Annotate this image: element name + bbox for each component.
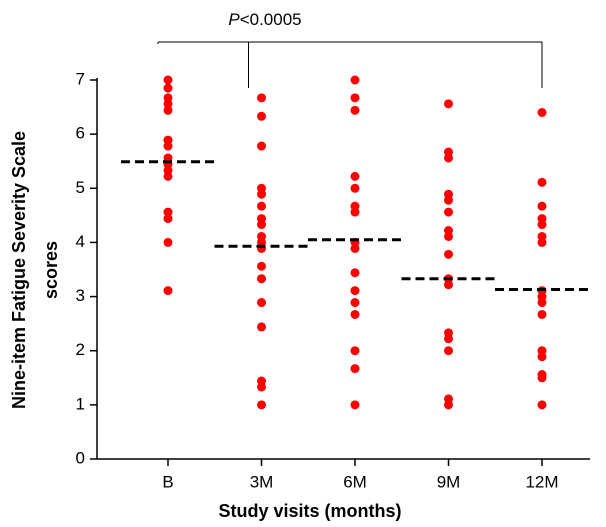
dot: [537, 373, 547, 383]
y-tick-label: 3: [76, 286, 85, 305]
dot: [350, 93, 360, 103]
dot: [537, 177, 547, 187]
dot: [257, 93, 266, 103]
y-tick-label: 1: [76, 394, 85, 413]
significance-bracket: [158, 41, 543, 88]
dot: [350, 364, 360, 374]
dot: [257, 298, 266, 308]
dot: [163, 153, 173, 163]
dot: [537, 298, 547, 308]
y-label-line: Nine-item Fatigue Severity Scale: [9, 131, 29, 409]
dot: [350, 243, 360, 253]
x-tick-label: 12M: [525, 472, 558, 491]
dot: [257, 189, 266, 199]
dot: [257, 322, 266, 332]
y-axis-label: Nine-item Fatigue Severity Scale scores: [9, 131, 61, 409]
dot: [350, 286, 360, 296]
x-tick-label: 6M: [343, 472, 367, 491]
dot: [163, 99, 173, 109]
dot: [444, 334, 453, 344]
dot: [537, 201, 547, 211]
dot: [257, 220, 266, 230]
dot: [444, 280, 453, 290]
dot: [537, 309, 547, 319]
dot: [257, 400, 266, 410]
x-axis-label: Study visits (months): [218, 501, 401, 521]
dot: [163, 171, 173, 181]
dot: [444, 207, 453, 217]
dot: [444, 231, 453, 241]
dot: [350, 183, 360, 193]
dot: [257, 111, 266, 121]
x-tick-label: 3M: [250, 472, 274, 491]
x-tick-label: 9M: [437, 472, 461, 491]
dot: [537, 220, 547, 230]
dot: [163, 83, 173, 93]
dot: [257, 382, 266, 392]
dot: [444, 195, 453, 205]
dot: [257, 201, 266, 211]
dot: [163, 141, 173, 151]
y-tick-label: 7: [76, 69, 85, 88]
dot: [163, 286, 173, 296]
dot: [537, 107, 547, 117]
y-tick-label: 6: [76, 124, 85, 143]
dot: [350, 171, 360, 181]
dot: [350, 309, 360, 319]
dot: [537, 400, 547, 410]
dot: [163, 75, 173, 85]
p-text: <0.0005: [240, 10, 302, 29]
dot: [163, 207, 173, 217]
y-tick-label: 5: [76, 178, 85, 197]
y-tick-label: 2: [76, 340, 85, 359]
dot: [163, 214, 173, 224]
dot: [350, 75, 360, 85]
dot: [444, 99, 453, 109]
p-italic: P: [228, 10, 240, 29]
dot: [444, 346, 453, 356]
dot: [350, 207, 360, 217]
dot: [537, 352, 547, 362]
dot: [257, 261, 266, 271]
dot: [350, 298, 360, 308]
dot: [537, 237, 547, 247]
dot: [163, 237, 173, 247]
y-label-line: scores: [41, 241, 61, 299]
dot: [350, 105, 360, 115]
dot: [444, 400, 453, 410]
dot: [350, 346, 360, 356]
dot: [444, 153, 453, 163]
p-value-annotation: P<0.0005: [228, 10, 301, 29]
x-tick-label: B: [162, 472, 173, 491]
y-tick-label: 4: [76, 232, 85, 251]
y-tick-label: 0: [76, 448, 85, 467]
dot: [350, 268, 360, 278]
dot: [444, 249, 453, 259]
dot: [163, 105, 173, 115]
dot: [257, 274, 266, 284]
dot: [257, 141, 266, 151]
dot: [350, 400, 360, 410]
